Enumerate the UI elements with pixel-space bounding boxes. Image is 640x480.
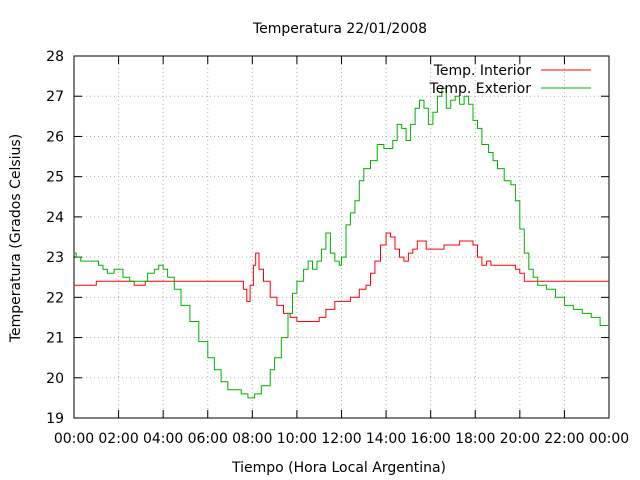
series-line-exterior xyxy=(74,87,609,399)
y-axis-label: Temperatura (Grados Celsius) xyxy=(8,134,24,343)
x-tick-label: 20:00 xyxy=(500,431,540,447)
y-tick-label: 24 xyxy=(46,210,64,226)
x-tick-label: 18:00 xyxy=(455,431,495,447)
y-tick-label: 28 xyxy=(46,49,64,65)
x-tick-label: 06:00 xyxy=(188,431,228,447)
x-tick-label: 22:00 xyxy=(544,431,584,447)
y-tick-label: 26 xyxy=(46,129,64,145)
x-tick-label: 10:00 xyxy=(277,431,317,447)
y-tick-label: 27 xyxy=(46,89,64,105)
legend-label-exterior: Temp. Exterior xyxy=(429,81,532,97)
y-tick-label: 19 xyxy=(46,411,64,427)
x-tick-label: 14:00 xyxy=(366,431,406,447)
x-axis-label: Tiempo (Hora Local Argentina) xyxy=(231,460,446,476)
y-tick-label: 23 xyxy=(46,250,64,266)
legend: Temp. Interior Temp. Exterior xyxy=(429,63,591,97)
y-tick-label: 22 xyxy=(46,290,64,306)
y-tick-label: 21 xyxy=(46,331,64,347)
y-tick-label: 25 xyxy=(46,170,64,186)
chart-title: Temperatura 22/01/2008 xyxy=(252,21,427,37)
x-tick-label: 08:00 xyxy=(232,431,272,447)
x-tick-label: 16:00 xyxy=(410,431,450,447)
legend-label-interior: Temp. Interior xyxy=(433,63,532,79)
x-tick-label: 02:00 xyxy=(98,431,138,447)
y-tick-label: 20 xyxy=(46,371,64,387)
series-line-interior xyxy=(74,232,609,322)
x-tick-label: 00:00 xyxy=(54,431,94,447)
x-tick-label: 04:00 xyxy=(143,431,183,447)
series-lines xyxy=(74,87,609,399)
x-tick-label: 00:00 xyxy=(589,431,629,447)
x-tick-label: 12:00 xyxy=(321,431,361,447)
